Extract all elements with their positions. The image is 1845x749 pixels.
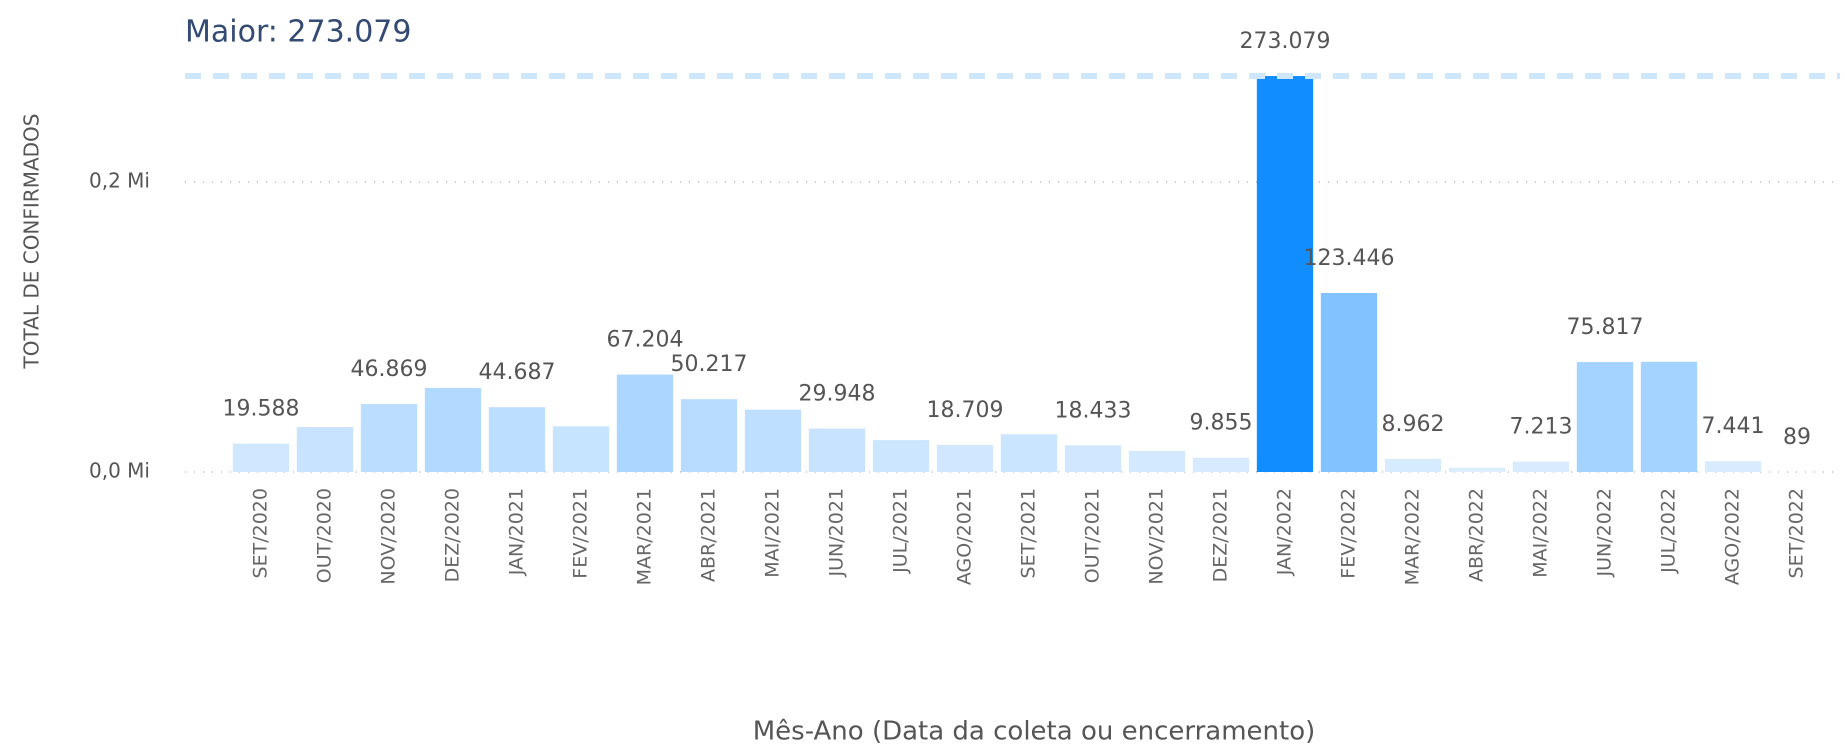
- x-tick-label: ABR/2022: [1466, 488, 1488, 582]
- x-axis-title: Mês-Ano (Data da coleta ou encerramento): [753, 717, 1316, 747]
- value-label: 29.948: [799, 382, 876, 407]
- value-label: 273.079: [1240, 29, 1331, 54]
- bar: [1128, 450, 1186, 472]
- bar: [1320, 293, 1378, 472]
- bar: [680, 399, 738, 472]
- x-tick-label: ABR/2021: [698, 488, 720, 582]
- value-label: 89: [1783, 425, 1811, 450]
- bar: [1256, 76, 1314, 472]
- bar: [872, 440, 930, 472]
- bar: [1704, 461, 1762, 472]
- value-label: 18.709: [927, 398, 1004, 423]
- x-tick-label: AGO/2021: [954, 488, 976, 585]
- value-label: 7.441: [1702, 414, 1765, 439]
- y-tick-label: 0,2 Mi: [89, 169, 150, 193]
- bar: [1448, 467, 1506, 472]
- value-label: 75.817: [1567, 315, 1644, 340]
- bar: [360, 404, 418, 472]
- x-tick-label: SET/2021: [1018, 488, 1040, 578]
- x-tick-label: JAN/2021: [506, 488, 528, 576]
- bar: [1384, 459, 1442, 472]
- value-label: 7.213: [1510, 415, 1573, 440]
- x-tick-label: FEV/2021: [570, 488, 592, 579]
- bar: [424, 387, 482, 472]
- x-tick-label: SET/2022: [1786, 488, 1808, 578]
- value-label: 50.217: [671, 352, 748, 377]
- x-tick-label: JAN/2022: [1274, 488, 1296, 576]
- x-tick-label: JUL/2021: [890, 488, 912, 574]
- x-tick-label: MAI/2021: [762, 488, 784, 578]
- x-tick-label: OUT/2020: [314, 488, 336, 583]
- x-tick-label: DEZ/2021: [1210, 488, 1232, 582]
- x-tick-label: JUN/2022: [1594, 488, 1616, 577]
- x-tick-label: SET/2020: [250, 488, 272, 578]
- bar: [296, 427, 354, 472]
- bar: [936, 444, 994, 472]
- x-tick-label: OUT/2021: [1082, 488, 1104, 583]
- value-label: 123.446: [1304, 246, 1395, 271]
- x-tick-label: JUL/2022: [1658, 488, 1680, 574]
- bar: [1640, 361, 1698, 472]
- bar: [552, 426, 610, 472]
- bar: [808, 428, 866, 472]
- value-label: 8.962: [1382, 412, 1445, 437]
- value-label: 18.433: [1055, 398, 1132, 423]
- bar: [616, 374, 674, 472]
- bar: [232, 443, 290, 472]
- bar: [744, 409, 802, 472]
- value-label: 67.204: [607, 328, 684, 353]
- bar: [1000, 434, 1058, 472]
- value-label: 46.869: [351, 357, 428, 382]
- x-tick-label: JUN/2021: [826, 488, 848, 577]
- bar: [488, 407, 546, 472]
- x-tick-label: NOV/2021: [1146, 488, 1168, 585]
- x-tick-label: AGO/2022: [1722, 488, 1744, 585]
- value-label: 9.855: [1190, 411, 1253, 436]
- x-tick-label: FEV/2022: [1338, 488, 1360, 579]
- y-tick-label: 0,0 Mi: [89, 459, 150, 483]
- x-tick-label: MAR/2021: [634, 488, 656, 585]
- bar: [1512, 461, 1570, 472]
- bar: [1576, 362, 1634, 472]
- x-tick-label: DEZ/2020: [442, 488, 464, 582]
- x-tick-label: MAI/2022: [1530, 488, 1552, 578]
- x-tick-label: NOV/2020: [378, 488, 400, 585]
- y-axis-title: TOTAL DE CONFIRMADOS: [20, 114, 44, 370]
- value-label: 44.687: [479, 360, 556, 385]
- x-tick-label: MAR/2022: [1402, 488, 1424, 585]
- bar: [1192, 457, 1250, 472]
- reference-label: Maior: 273.079: [185, 15, 411, 50]
- value-label: 19.588: [223, 397, 300, 422]
- bar: [1064, 445, 1122, 472]
